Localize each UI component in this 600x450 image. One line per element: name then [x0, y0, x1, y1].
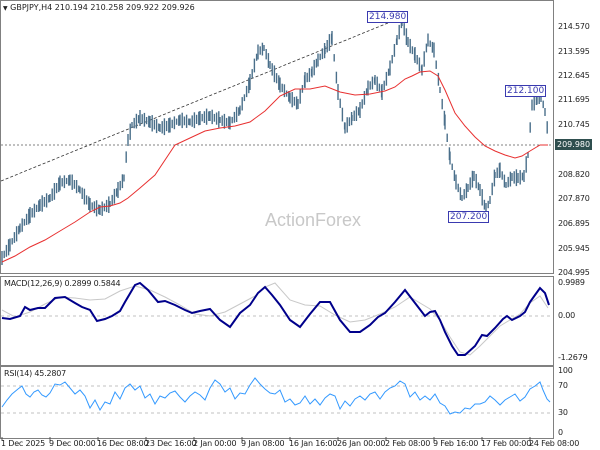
time-axis-label: 26 Jan 00:00 — [337, 439, 386, 448]
time-axis-label: 16 Dec 08:00 — [97, 439, 149, 448]
time-axis-label: 2 Feb 08:00 — [385, 439, 431, 448]
macd-axis-label: 0.00 — [558, 311, 576, 320]
macd-label: MACD(12,26,9) 0.2899 0.5844 — [4, 279, 121, 288]
price-axis-label: 204.995 — [558, 268, 590, 277]
rsi-axis-label: 30 — [558, 408, 568, 417]
time-axis-label: 1 Dec 2025 — [1, 439, 46, 448]
macd-signal-line — [1, 282, 549, 356]
moving-average-line — [1, 70, 548, 263]
price-axis-label: 206.895 — [558, 219, 590, 228]
high-label-1: 214.980 — [367, 11, 409, 23]
macd-line — [1, 281, 550, 356]
price-axis-label: 214.570 — [558, 22, 590, 31]
time-axis-label: 23 Dec 16:00 — [145, 439, 197, 448]
time-axis-label: 9 Jan 08:00 — [241, 439, 285, 448]
ohlc-values: 210.194 210.258 209.922 209.926 — [54, 3, 195, 12]
time-axis-label: 9 Dec 00:00 — [49, 439, 96, 448]
macd-axis-label: 0.9989 — [558, 278, 585, 287]
price-panel[interactable] — [0, 0, 554, 274]
dropdown-triangle-icon[interactable]: ▼ — [3, 5, 8, 12]
rsi-axis-label: 100 — [558, 366, 573, 375]
low-label-1: 207.200 — [448, 211, 490, 223]
watermark: ActionForex — [265, 210, 362, 230]
high-label-2: 212.100 — [505, 85, 547, 97]
rsi-axis-label: 70 — [558, 381, 568, 390]
price-axis-label: 212.645 — [558, 71, 590, 80]
macd-panel[interactable] — [0, 276, 554, 366]
rsi-label: RSI(14) 45.2807 — [4, 369, 67, 378]
time-axis-label: 2 Jan 00:00 — [193, 439, 237, 448]
rsi-panel[interactable] — [0, 366, 554, 439]
current-price-tag: 209.980 — [555, 139, 593, 150]
time-axis-label: 17 Feb 00:00 — [481, 439, 532, 448]
price-axis-label: 208.820 — [558, 170, 590, 179]
price-axis-label: 211.695 — [558, 95, 590, 104]
rsi-line — [1, 377, 551, 415]
rsi-axis-label: 0 — [558, 428, 563, 437]
price-axis-label: 205.945 — [558, 244, 590, 253]
trendline — [0, 15, 406, 182]
macd-axis-label: -1.2679 — [558, 353, 588, 362]
price-bars — [1, 18, 548, 265]
time-axis-label: 9 Feb 16:00 — [433, 439, 479, 448]
time-axis-label: 16 Jan 16:00 — [289, 439, 338, 448]
price-axis-label: 210.745 — [558, 120, 590, 129]
price-axis-label: 213.595 — [558, 47, 590, 56]
price-axis-label: 207.870 — [558, 194, 590, 203]
symbol-label: GBPJPY,H4 — [10, 3, 53, 12]
time-axis-label: 24 Feb 08:00 — [529, 439, 580, 448]
chart-title: ▼ GBPJPY,H4 210.194 210.258 209.922 209.… — [3, 3, 195, 12]
